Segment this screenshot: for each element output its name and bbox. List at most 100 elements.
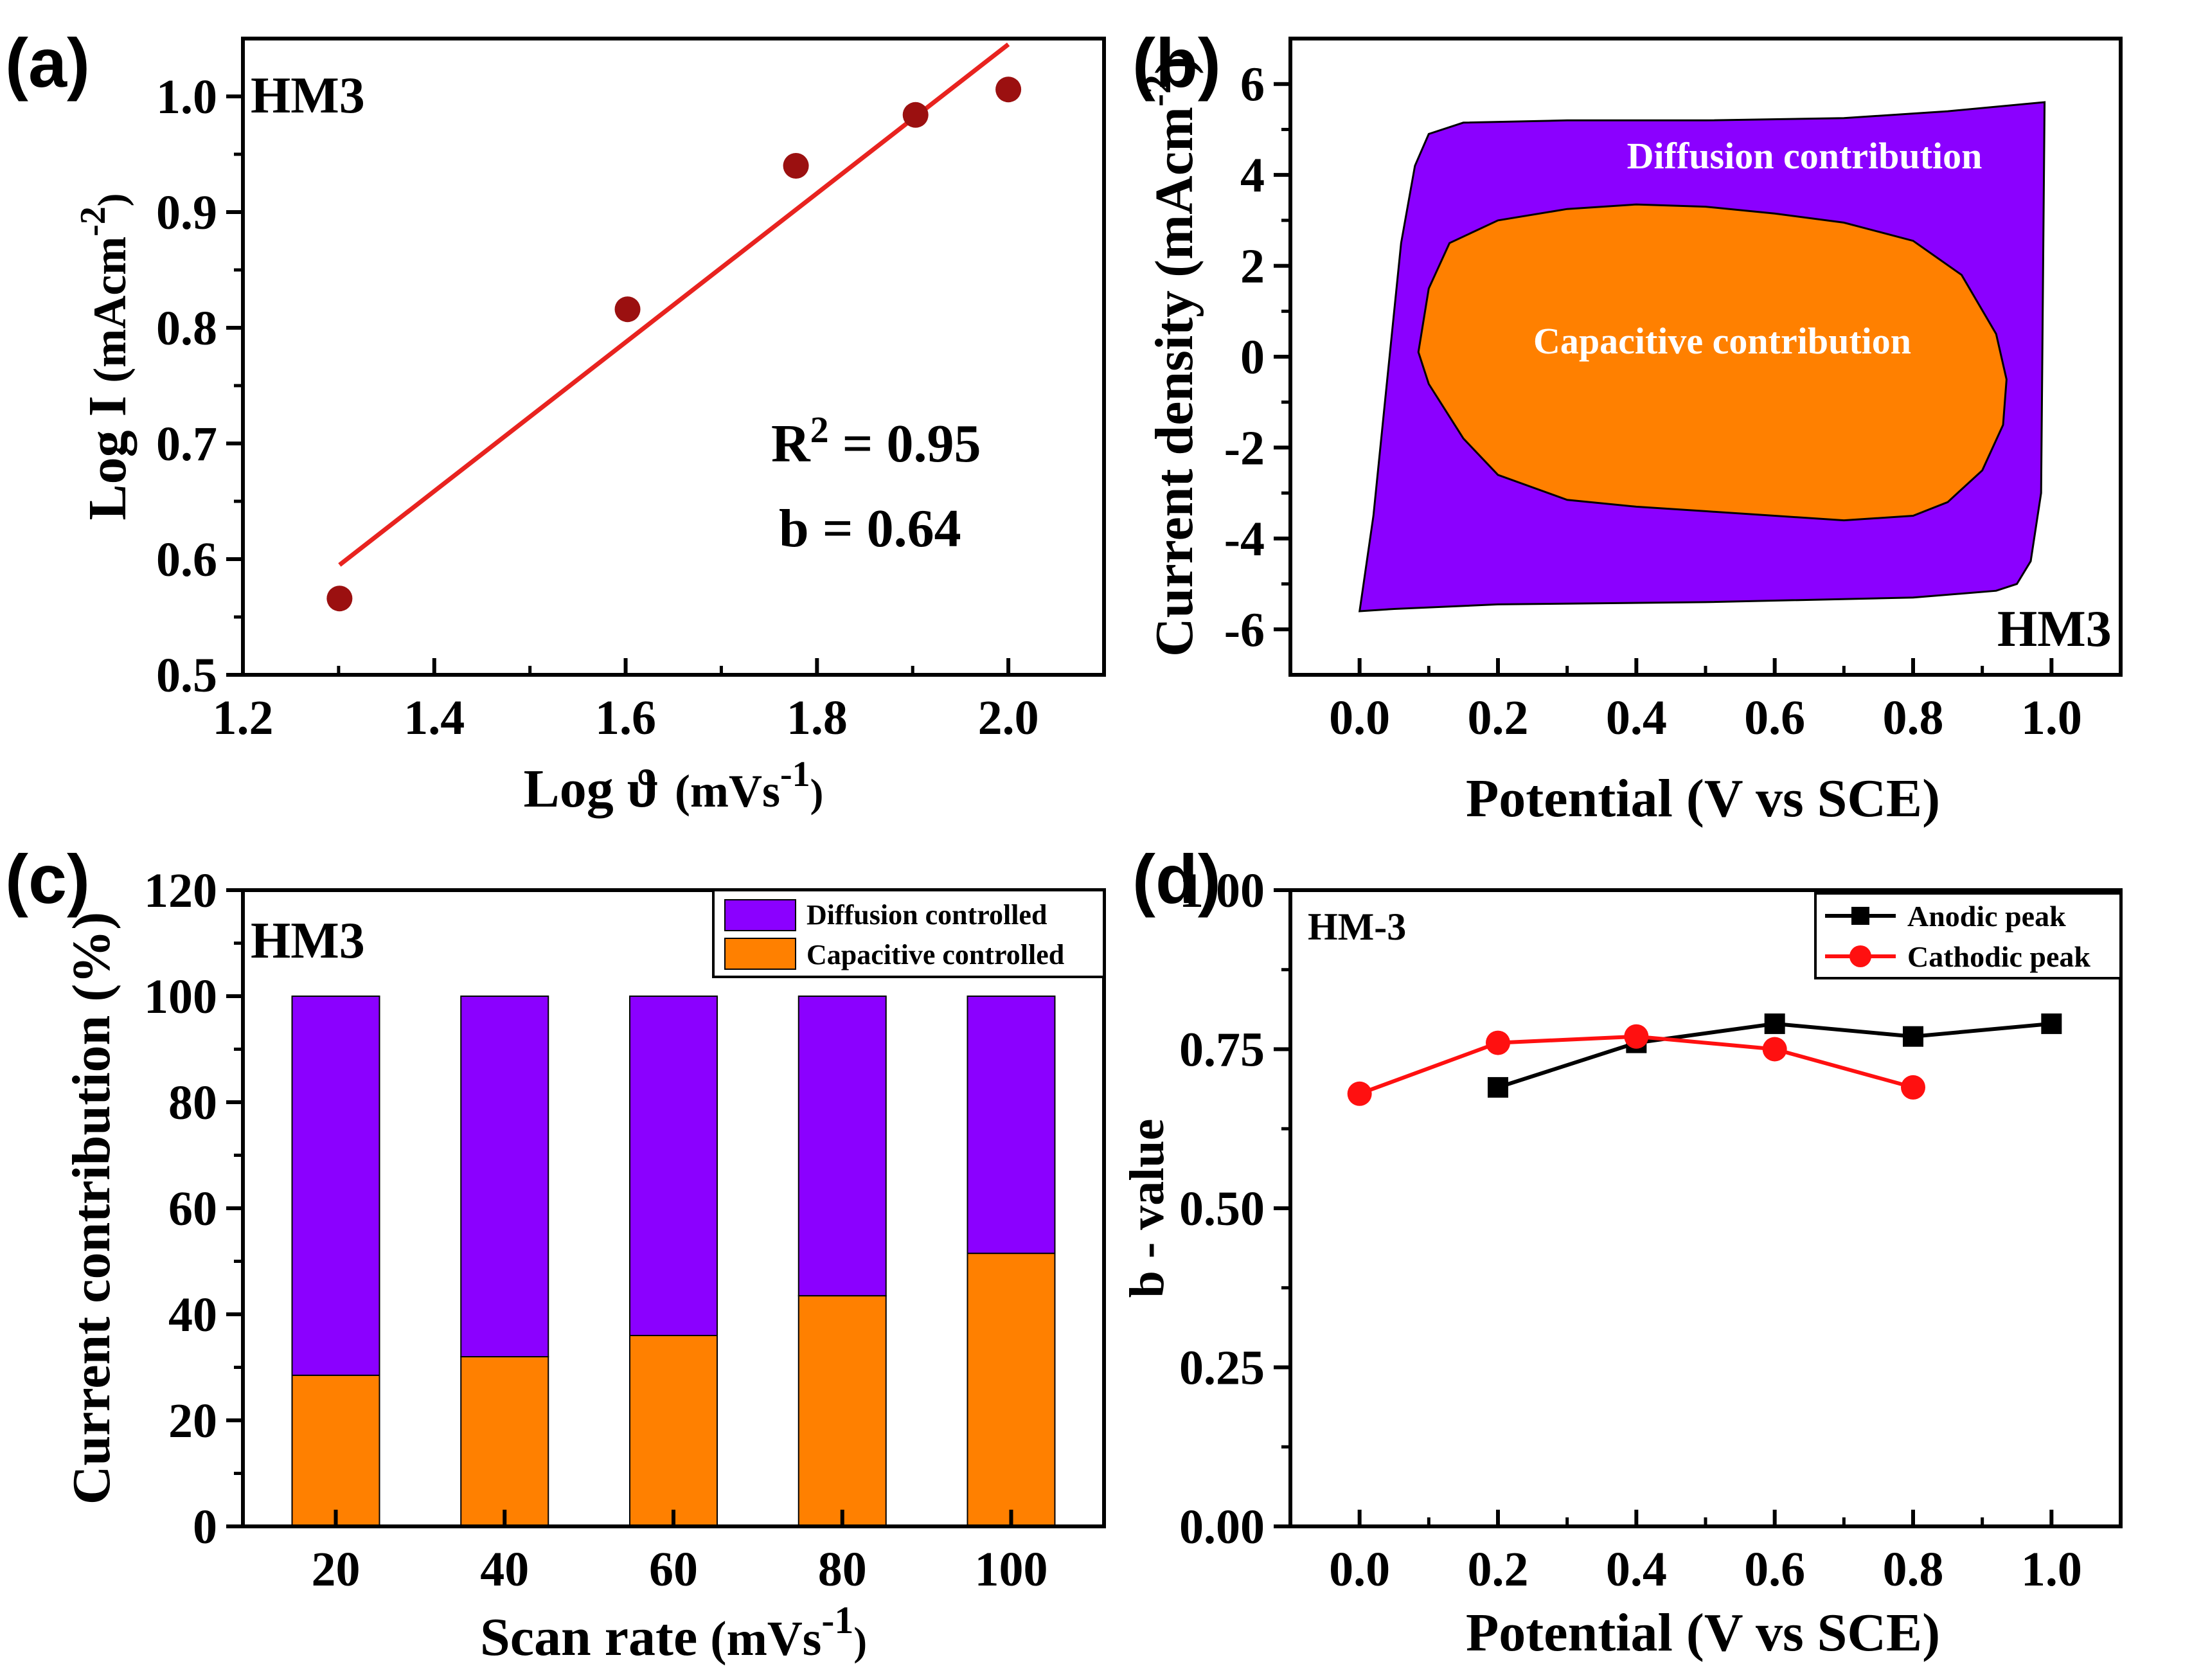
- panel-c-x-ticks: 20 40 60 80 100: [312, 1510, 1047, 1596]
- bar-segment: [460, 1356, 549, 1527]
- panel-c: (c) 20 40 60 80 100 0 20 40 60 80 100 120 HM3 Diff…: [5, 840, 1106, 1667]
- panel-c-letter: (c): [5, 840, 90, 918]
- panel-c-y-ticks: 0 20 40 60 80 100 120: [144, 864, 243, 1554]
- x-tick-label: 1.0: [2021, 1542, 2082, 1596]
- panel-b-x-axis-title: Potential (V vs SCE): [1466, 769, 1940, 828]
- panel-d-legend-label-cathodic: Cathodic peak: [1907, 940, 2090, 973]
- panel-d-markers: [1347, 1013, 2062, 1106]
- panel-c-legend-label-capacitive: Capacitive controlled: [806, 939, 1064, 970]
- y-tick-label: 20: [168, 1394, 217, 1448]
- y-tick-label: -4: [1224, 512, 1265, 566]
- x-tick-label: 80: [818, 1542, 867, 1596]
- bar-segment: [797, 996, 887, 1297]
- data-point: [614, 296, 641, 323]
- x-tick-label: 2.0: [978, 691, 1039, 745]
- bar-segment: [797, 1295, 887, 1527]
- panel-b-capacitive-label: Capacitive contribution: [1533, 320, 1911, 362]
- x-tick-label: 0.2: [1468, 691, 1529, 745]
- x-tick-label: 1.2: [213, 691, 274, 745]
- data-point: [902, 102, 929, 128]
- panel-a-x-axis-title: Log ϑ (mVs-1): [524, 755, 824, 819]
- panel-b-capacitive-area: [1417, 203, 2008, 522]
- panel-b-plot-area: [1358, 101, 2046, 612]
- panel-a-plot-area: [326, 42, 1022, 612]
- y-tick-label: 0.5: [156, 648, 217, 702]
- bar-segment: [629, 996, 718, 1336]
- y-tick-label: 1.0: [156, 70, 217, 124]
- marker-anodic: [1488, 1077, 1508, 1098]
- data-point: [783, 153, 809, 179]
- marker-anodic: [2041, 1013, 2062, 1034]
- bar-segment: [629, 1335, 718, 1527]
- bar-segment: [967, 1253, 1056, 1527]
- panel-c-sample-label: HM3: [251, 913, 365, 969]
- panel-d-legend-label-anodic: Anodic peak: [1907, 900, 2066, 933]
- panel-d-x-ticks: 0.0 0.2 0.4 0.6 0.8 1.0: [1288, 1510, 2123, 1596]
- y-tick-label: 120: [144, 864, 217, 918]
- panel-c-y-axis-title: Current contribution (%): [62, 912, 121, 1505]
- marker-cathodic: [1762, 1037, 1787, 1062]
- panel-b-letter: (b): [1132, 24, 1221, 102]
- y-tick-label: 0.25: [1179, 1341, 1265, 1395]
- y-tick-label: 0.50: [1179, 1182, 1265, 1236]
- x-tick-label: 0.4: [1606, 691, 1667, 745]
- x-tick-label: 1.6: [595, 691, 656, 745]
- y-tick-label: 0.6: [156, 533, 217, 587]
- marker-cathodic: [1624, 1024, 1649, 1049]
- panel-b-y-ticks: -6 -4 -2 0 2 4 6: [1224, 58, 1290, 657]
- x-tick-label: 0.4: [1606, 1542, 1667, 1596]
- y-tick-label: -6: [1224, 603, 1265, 657]
- bar-segment: [291, 1374, 380, 1527]
- y-tick-label: 0.8: [156, 301, 217, 355]
- panel-d-legend-marker-anodic: [1851, 907, 1869, 925]
- panel-b: (b) 0.0 0.2 0.4 0.6 0.8 1.0 -6 -4 -2 0 2 4 6 Diffus…: [1132, 24, 2123, 828]
- x-tick-label: 0.0: [1329, 1542, 1390, 1596]
- marker-cathodic: [1901, 1075, 1925, 1100]
- panel-b-y-axis-title: Current density(mAcm-2): [1136, 57, 1204, 657]
- panel-a-r2-annotation: R2 = 0.95: [771, 409, 981, 474]
- data-point: [995, 76, 1022, 103]
- x-tick-label: 1.8: [787, 691, 848, 745]
- panel-c-bars: [291, 996, 1056, 1527]
- panel-c-x-axis-title: Scan rate (mVs-1): [480, 1599, 867, 1667]
- bar-segment: [967, 996, 1056, 1255]
- panel-a-letter: (a): [5, 24, 90, 102]
- bar-segment: [460, 996, 549, 1357]
- y-tick-label: 0.7: [156, 417, 217, 471]
- panel-b-sample-label: HM3: [1997, 601, 2112, 657]
- panel-a-y-axis-title: Log I(mAcm-2): [73, 193, 138, 521]
- panel-a-y-ticks: 0.5 0.6 0.7 0.8 0.9 1.0: [156, 70, 243, 702]
- panel-c-legend-label-diffusion: Diffusion controlled: [806, 899, 1047, 931]
- panel-d-sample-label: HM-3: [1308, 906, 1406, 948]
- x-tick-label: 40: [480, 1542, 529, 1596]
- panel-d-plot-area: [1347, 1013, 2062, 1106]
- x-tick-label: 0.6: [1744, 1542, 1805, 1596]
- panel-d-x-axis-title: Potential (V vs SCE): [1466, 1603, 1940, 1663]
- data-point: [326, 585, 353, 612]
- y-tick-label: 60: [168, 1182, 217, 1236]
- y-tick-label: 0.75: [1179, 1023, 1265, 1077]
- x-tick-label: 0.6: [1744, 691, 1805, 745]
- y-tick-label: -2: [1224, 421, 1265, 475]
- x-tick-label: 0.0: [1329, 691, 1390, 745]
- y-tick-label: 80: [168, 1076, 217, 1130]
- panel-d-y-axis-title: b - value: [1120, 1119, 1174, 1298]
- x-tick-label: 1.4: [404, 691, 465, 745]
- panel-c-legend-swatch-diffusion: [724, 899, 796, 931]
- bar-segment: [291, 996, 380, 1376]
- y-tick-label: 0: [193, 1500, 217, 1554]
- y-tick-label: 6: [1240, 58, 1265, 112]
- y-tick-label: 100: [144, 970, 217, 1024]
- y-tick-label: 0.00: [1179, 1500, 1265, 1554]
- y-tick-label: 40: [168, 1288, 217, 1342]
- marker-cathodic: [1347, 1081, 1372, 1106]
- y-tick-label: 0: [1240, 330, 1265, 384]
- panel-b-x-ticks: 0.0 0.2 0.4 0.6 0.8 1.0: [1288, 658, 2123, 745]
- y-tick-label: 4: [1240, 148, 1265, 202]
- panel-b-diffusion-label: Diffusion contribution: [1627, 135, 1983, 177]
- y-tick-label: 2: [1240, 240, 1265, 294]
- panel-a-sample-label: HM3: [251, 67, 365, 124]
- marker-anodic: [1764, 1013, 1785, 1034]
- panel-a-fit-line: [338, 42, 1010, 567]
